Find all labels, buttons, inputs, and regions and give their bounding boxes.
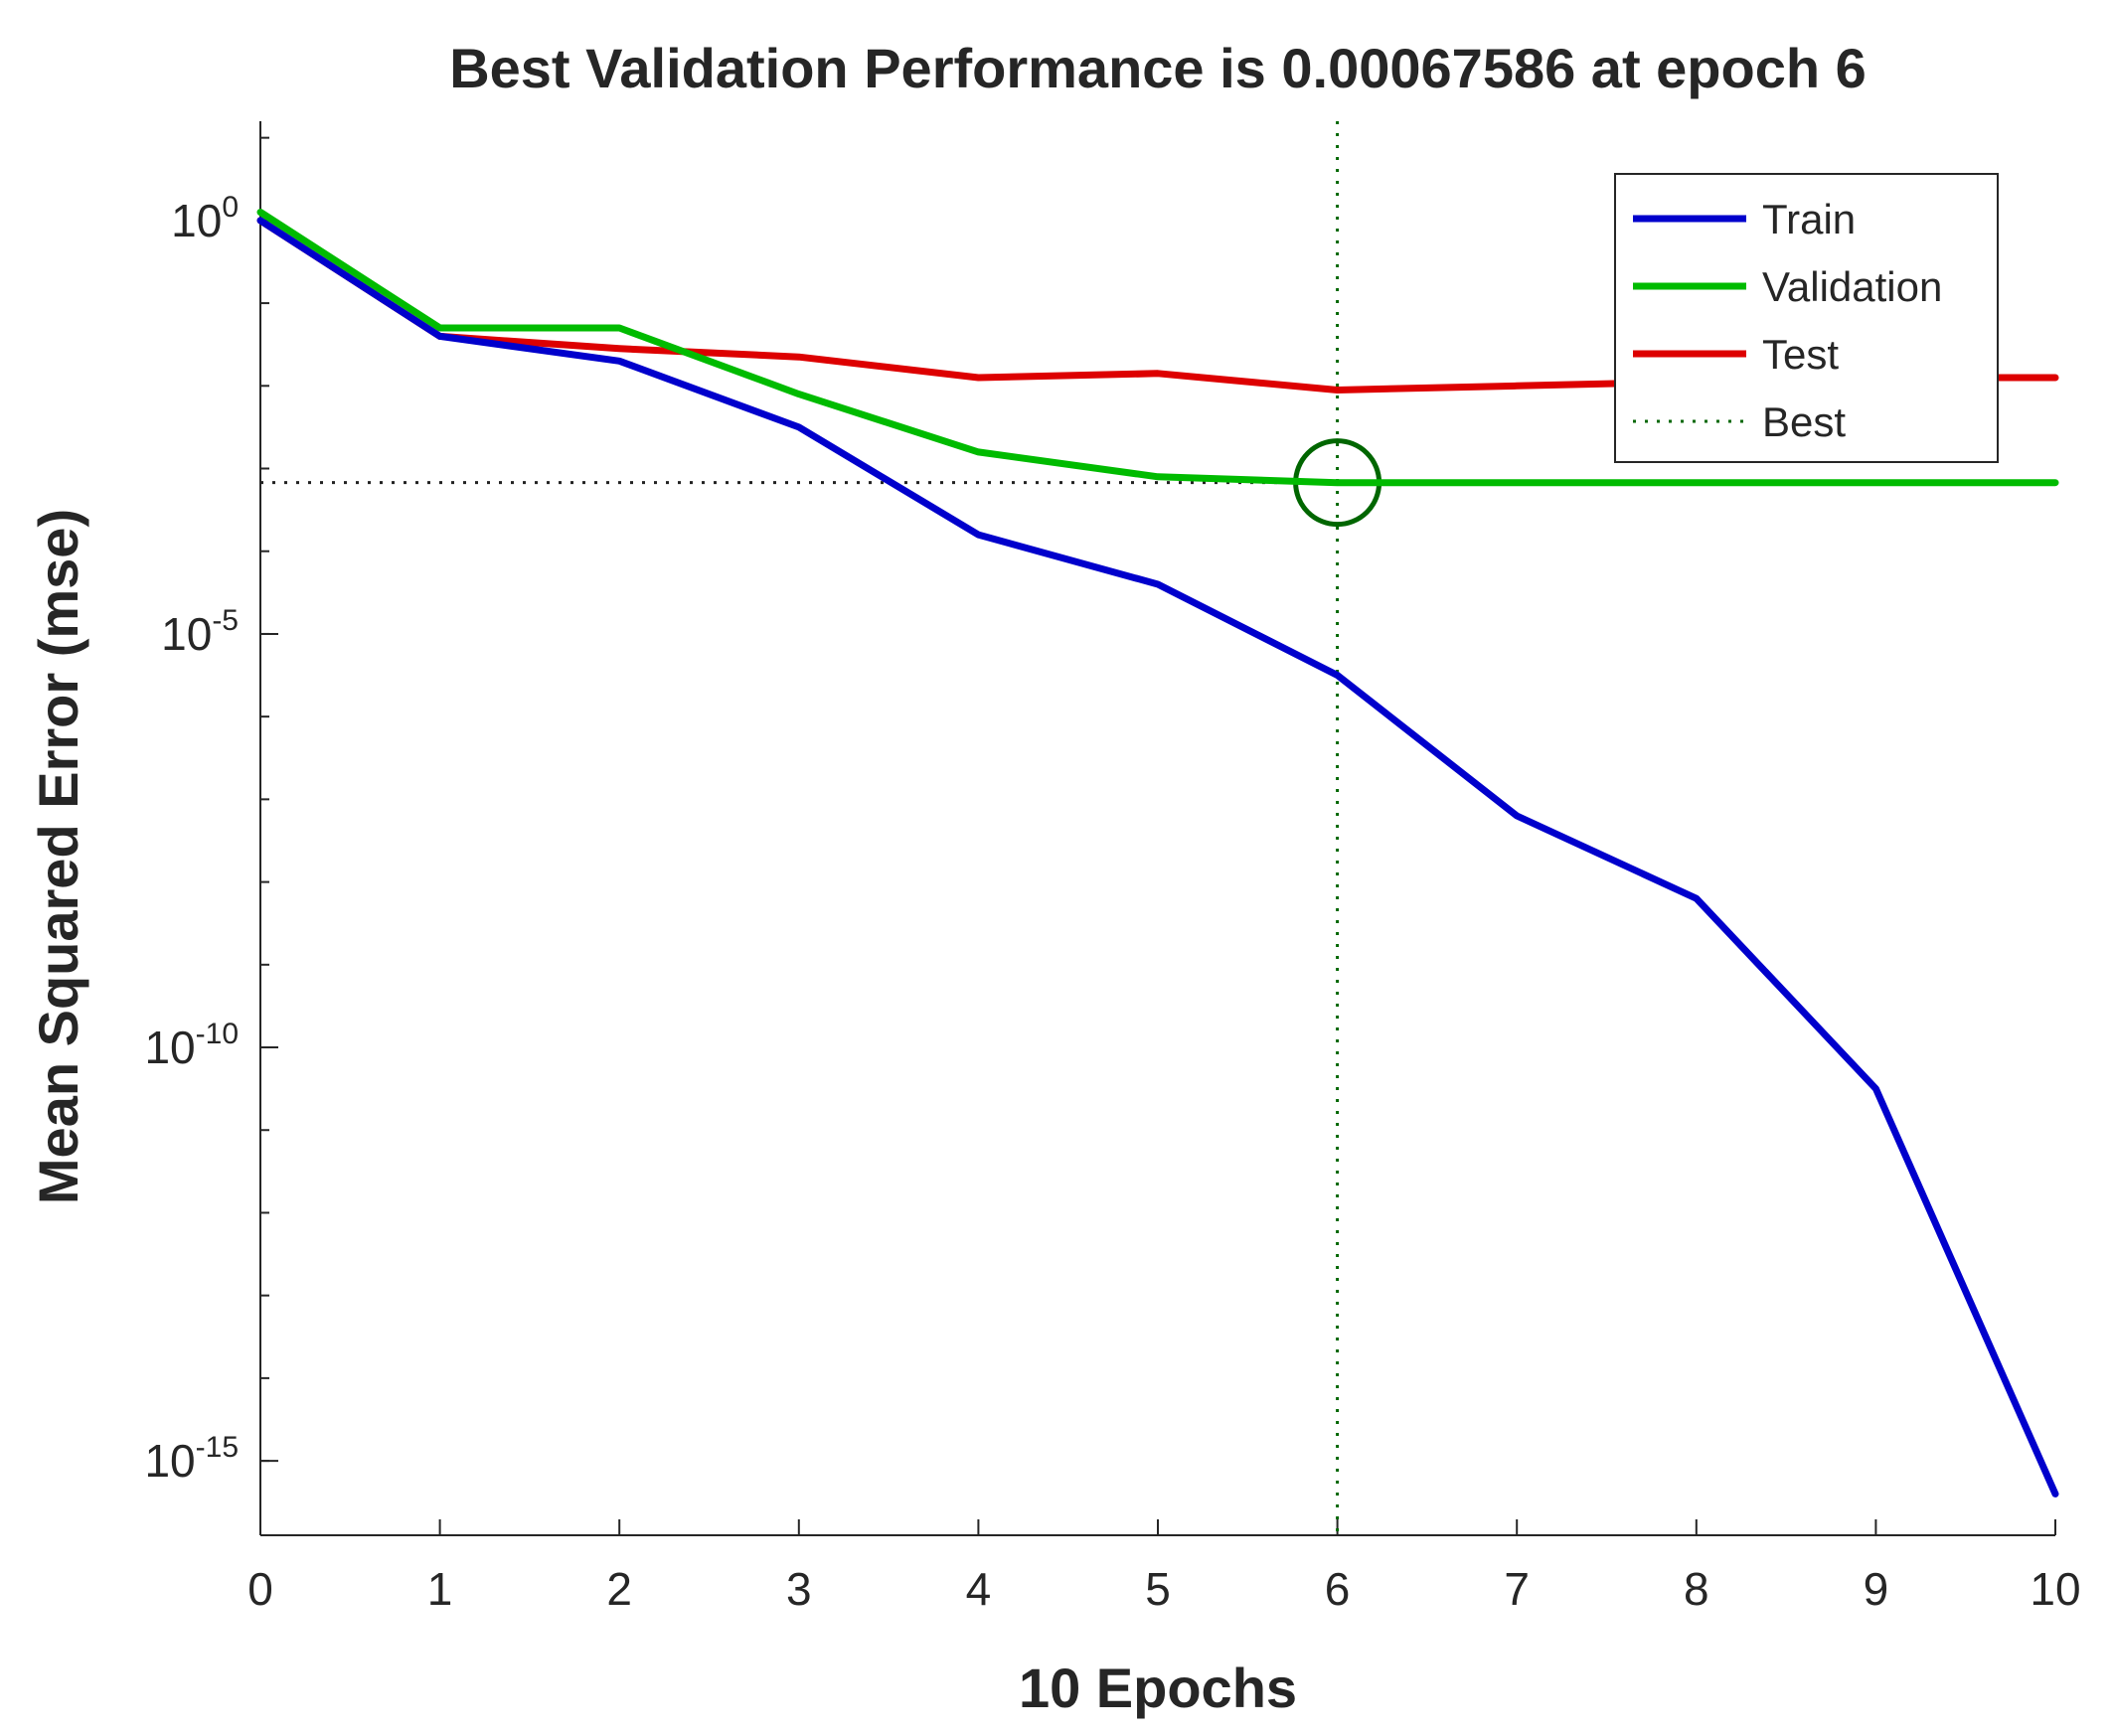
x-tick-label: 2 <box>606 1563 632 1615</box>
legend-label-validation: Validation <box>1762 263 1942 310</box>
y-tick-base: 10 <box>144 1435 195 1487</box>
x-tick-label: 7 <box>1504 1563 1530 1615</box>
legend-label-train: Train <box>1762 196 1856 242</box>
legend: Train Validation Test Best <box>1614 173 1999 463</box>
x-axis-label: 10 Epochs <box>1019 1657 1297 1719</box>
y-tick-label: 100 <box>171 191 239 246</box>
x-tick-label: 8 <box>1684 1563 1709 1615</box>
y-tick-exponent: -15 <box>196 1431 239 1464</box>
y-tick-label: 10-10 <box>144 1018 239 1073</box>
x-tick-label: 1 <box>427 1563 453 1615</box>
x-tick-label: 10 <box>2030 1563 2080 1615</box>
y-tick-base: 10 <box>161 608 212 660</box>
y-tick-base: 10 <box>144 1022 195 1073</box>
y-axis-label: Mean Squared Error (mse) <box>27 509 89 1204</box>
y-tick-exponent: -5 <box>212 604 239 637</box>
legend-label-best: Best <box>1762 398 1846 445</box>
y-tick-exponent: -10 <box>196 1018 239 1050</box>
x-tick-label: 5 <box>1145 1563 1171 1615</box>
y-tick-label: 10-5 <box>161 604 239 660</box>
x-tick-label: 6 <box>1325 1563 1351 1615</box>
series-line-train <box>256 217 2059 1498</box>
x-tick-label: 4 <box>966 1563 992 1615</box>
legend-label-test: Test <box>1762 331 1839 378</box>
y-tick-base: 10 <box>171 195 222 246</box>
y-tick-label: 10-15 <box>144 1431 239 1487</box>
x-tick-label: 3 <box>786 1563 812 1615</box>
chart-title: Best Validation Performance is 0.0006758… <box>449 37 1867 99</box>
y-tick-exponent: 0 <box>222 191 239 224</box>
x-tick-label: 0 <box>247 1563 273 1615</box>
axes <box>259 121 2056 1536</box>
x-tick-label: 9 <box>1864 1563 1889 1615</box>
series-line-validation <box>256 209 2059 487</box>
